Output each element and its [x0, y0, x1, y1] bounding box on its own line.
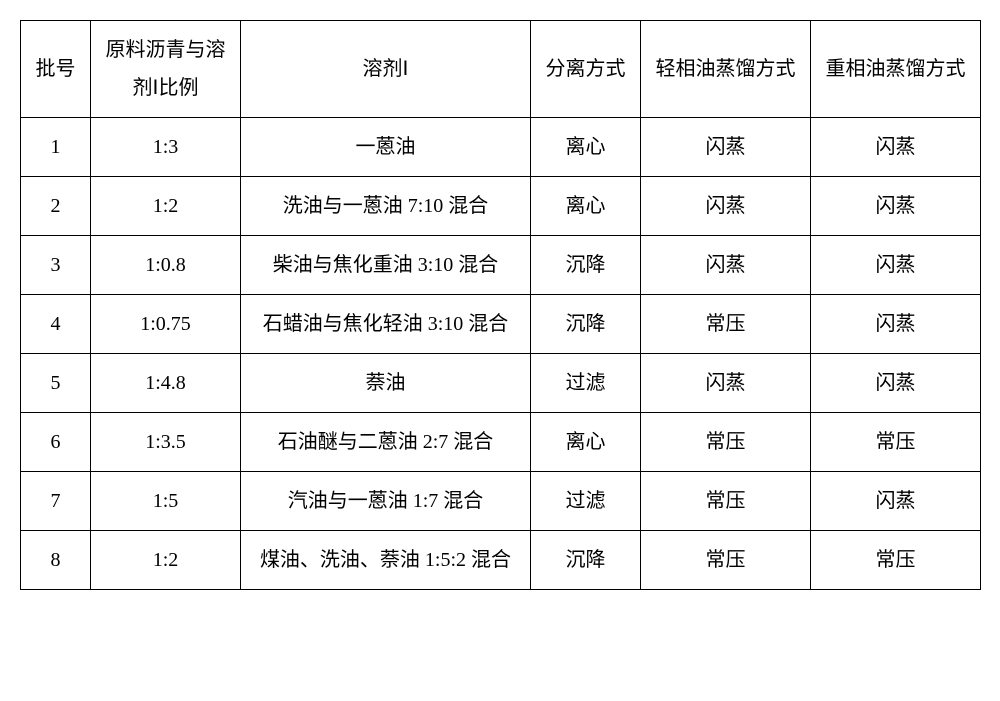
table-cell: 洗油与一蒽油 7:10 混合 — [241, 177, 531, 236]
table-cell: 1:4.8 — [91, 354, 241, 413]
table-cell: 7 — [21, 472, 91, 531]
col-header-batch: 批号 — [21, 21, 91, 118]
table-cell: 常压 — [641, 413, 811, 472]
table-cell: 过滤 — [531, 354, 641, 413]
table-cell: 汽油与一蒽油 1:7 混合 — [241, 472, 531, 531]
table-cell: 1:0.75 — [91, 295, 241, 354]
table-cell: 3 — [21, 236, 91, 295]
table-cell: 一蒽油 — [241, 118, 531, 177]
table-cell: 闪蒸 — [811, 295, 981, 354]
table-cell: 常压 — [811, 531, 981, 590]
table-cell: 闪蒸 — [811, 236, 981, 295]
table-cell: 石蜡油与焦化轻油 3:10 混合 — [241, 295, 531, 354]
table-row: 41:0.75石蜡油与焦化轻油 3:10 混合沉降常压闪蒸 — [21, 295, 981, 354]
col-header-ratio: 原料沥青与溶剂Ⅰ比例 — [91, 21, 241, 118]
table-cell: 1 — [21, 118, 91, 177]
table-cell: 萘油 — [241, 354, 531, 413]
table-cell: 过滤 — [531, 472, 641, 531]
table-cell: 离心 — [531, 177, 641, 236]
col-header-sep: 分离方式 — [531, 21, 641, 118]
table-cell: 1:2 — [91, 531, 241, 590]
table-cell: 沉降 — [531, 236, 641, 295]
table-cell: 5 — [21, 354, 91, 413]
table-row: 11:3一蒽油离心闪蒸闪蒸 — [21, 118, 981, 177]
table-cell: 1:5 — [91, 472, 241, 531]
table-row: 81:2煤油、洗油、萘油 1:5:2 混合沉降常压常压 — [21, 531, 981, 590]
table-cell: 2 — [21, 177, 91, 236]
table-cell: 离心 — [531, 413, 641, 472]
table-cell: 闪蒸 — [641, 354, 811, 413]
col-header-heavy: 重相油蒸馏方式 — [811, 21, 981, 118]
table-row: 61:3.5石油醚与二蒽油 2:7 混合离心常压常压 — [21, 413, 981, 472]
table-cell: 闪蒸 — [811, 177, 981, 236]
table-cell: 闪蒸 — [811, 472, 981, 531]
table-cell: 柴油与焦化重油 3:10 混合 — [241, 236, 531, 295]
col-header-light: 轻相油蒸馏方式 — [641, 21, 811, 118]
table-cell: 8 — [21, 531, 91, 590]
table-cell: 闪蒸 — [641, 236, 811, 295]
table-row: 51:4.8萘油过滤闪蒸闪蒸 — [21, 354, 981, 413]
table-cell: 1:3.5 — [91, 413, 241, 472]
table-cell: 闪蒸 — [641, 177, 811, 236]
table-row: 31:0.8柴油与焦化重油 3:10 混合沉降闪蒸闪蒸 — [21, 236, 981, 295]
table-cell: 沉降 — [531, 531, 641, 590]
table-cell: 1:0.8 — [91, 236, 241, 295]
table-cell: 闪蒸 — [641, 118, 811, 177]
table-cell: 常压 — [641, 295, 811, 354]
table-cell: 离心 — [531, 118, 641, 177]
table-header-row: 批号 原料沥青与溶剂Ⅰ比例 溶剂Ⅰ 分离方式 轻相油蒸馏方式 重相油蒸馏方式 — [21, 21, 981, 118]
table-cell: 6 — [21, 413, 91, 472]
table-body: 11:3一蒽油离心闪蒸闪蒸21:2洗油与一蒽油 7:10 混合离心闪蒸闪蒸31:… — [21, 118, 981, 590]
table-cell: 闪蒸 — [811, 118, 981, 177]
table-cell: 4 — [21, 295, 91, 354]
table-cell: 1:3 — [91, 118, 241, 177]
table-cell: 沉降 — [531, 295, 641, 354]
table-cell: 常压 — [641, 531, 811, 590]
table-row: 21:2洗油与一蒽油 7:10 混合离心闪蒸闪蒸 — [21, 177, 981, 236]
table-row: 71:5汽油与一蒽油 1:7 混合过滤常压闪蒸 — [21, 472, 981, 531]
table-cell: 1:2 — [91, 177, 241, 236]
table-cell: 石油醚与二蒽油 2:7 混合 — [241, 413, 531, 472]
table-cell: 常压 — [811, 413, 981, 472]
table-cell: 煤油、洗油、萘油 1:5:2 混合 — [241, 531, 531, 590]
table-cell: 常压 — [641, 472, 811, 531]
data-table: 批号 原料沥青与溶剂Ⅰ比例 溶剂Ⅰ 分离方式 轻相油蒸馏方式 重相油蒸馏方式 1… — [20, 20, 981, 590]
col-header-solvent: 溶剂Ⅰ — [241, 21, 531, 118]
table-cell: 闪蒸 — [811, 354, 981, 413]
